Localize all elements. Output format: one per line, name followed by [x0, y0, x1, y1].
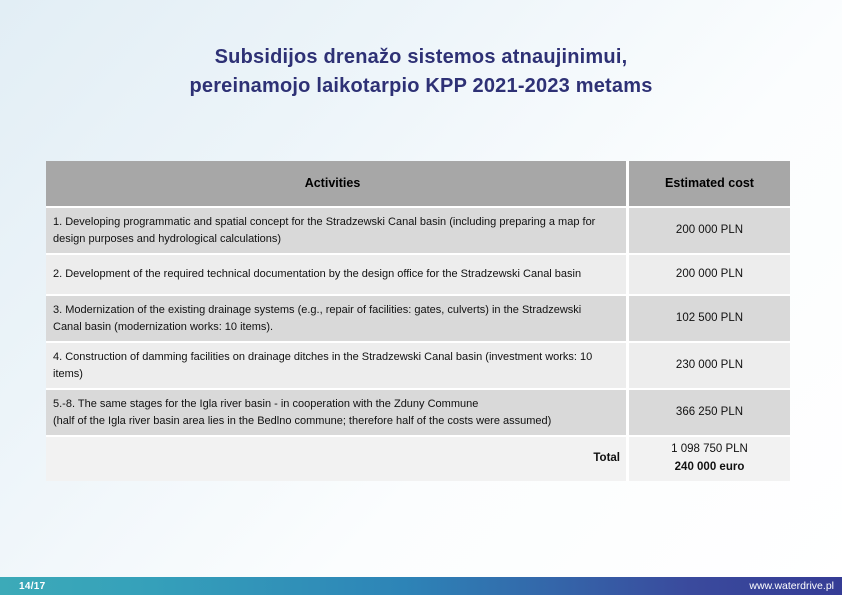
total-cost-cell: 1 098 750 PLN 240 000 euro [629, 437, 790, 481]
column-header-activities: Activities [46, 161, 629, 206]
cost-cell: 102 500 PLN [675, 311, 744, 324]
website-url: www.waterdrive.pl [749, 580, 834, 592]
total-pln-value: 1 098 750 PLN [671, 443, 748, 455]
activity-cell: 2. Development of the required technical… [46, 255, 629, 294]
footer-bar: 14/17 www.waterdrive.pl [0, 577, 842, 595]
cost-cell: 200 000 PLN [675, 223, 744, 236]
activity-cell: 5.-8. The same stages for the Igla river… [46, 390, 629, 435]
total-label: Total [46, 437, 629, 481]
column-header-estimated-cost: Estimated cost [629, 161, 790, 206]
page-number: 14/17 [19, 580, 46, 592]
cost-cell: 230 000 PLN [675, 358, 744, 371]
slide-title-line-1: Subsidijos drenažo sistemos atnaujinimui… [214, 46, 628, 68]
total-euro-value: 240 000 euro [674, 460, 745, 473]
activity-cell: 1. Developing programmatic and spatial c… [46, 208, 629, 253]
subsidies-table: Activities Estimated cost 1. Developing … [46, 161, 790, 481]
cost-cell: 366 250 PLN [675, 405, 744, 418]
slide-title-line-2: pereinamojo laikotarpio KPP 2021-2023 me… [189, 75, 653, 97]
cost-cell: 200 000 PLN [675, 267, 744, 280]
table-total-row: Total 1 098 750 PLN 240 000 euro [46, 435, 790, 481]
table-row: 1. Developing programmatic and spatial c… [46, 206, 790, 253]
activity-cell: 3. Modernization of the existing drainag… [46, 296, 629, 341]
slide-title: Subsidijos drenažo sistemos atnaujinimui… [0, 43, 842, 101]
table-row: 3. Modernization of the existing drainag… [46, 294, 790, 341]
table-row: 2. Development of the required technical… [46, 253, 790, 294]
activity-cell: 4. Construction of damming facilities on… [46, 343, 629, 388]
table-row: 5.-8. The same stages for the Igla river… [46, 388, 790, 435]
table-header-row: Activities Estimated cost [46, 161, 790, 206]
table-row: 4. Construction of damming facilities on… [46, 341, 790, 388]
